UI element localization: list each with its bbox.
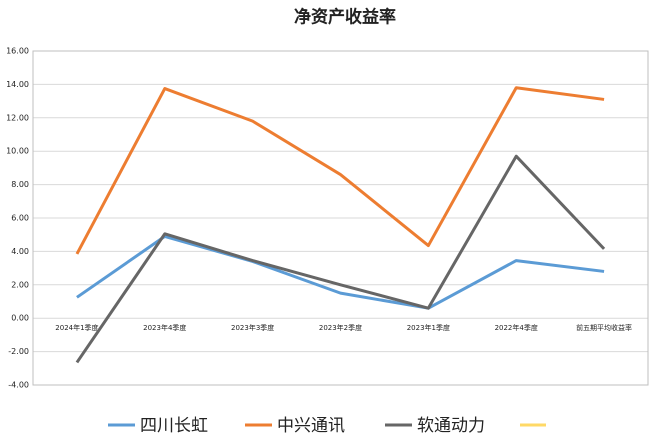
y-tick-label: 2.00 (11, 280, 29, 289)
x-tick-label: 2023年2季度 (319, 323, 362, 332)
y-tick-label: 16.00 (6, 47, 29, 56)
y-tick-label: 10.00 (6, 147, 29, 156)
x-tick-label: 2024年1季度 (55, 323, 98, 332)
y-tick-label: -4.00 (8, 381, 29, 390)
x-tick-label: 2022年4季度 (495, 323, 538, 332)
x-tick-label: 2023年4季度 (143, 323, 186, 332)
legend-label: 中兴通讯 (277, 416, 345, 436)
y-tick-label: -2.00 (8, 347, 29, 356)
y-tick-label: 8.00 (11, 180, 29, 189)
y-tick-label: 14.00 (6, 80, 29, 89)
plot-border (32, 50, 649, 386)
data-line (75, 86, 605, 255)
data-line (75, 154, 606, 364)
legend-label: 四川长虹 (140, 416, 208, 436)
x-tick-label: 前五期平均收益率 (576, 323, 632, 332)
x-tick-label: 2023年3季度 (231, 323, 274, 332)
y-tick-label: 6.00 (11, 214, 29, 223)
y-tick-label: 12.00 (6, 113, 29, 122)
x-tick-label: 2023年1季度 (407, 323, 450, 332)
y-tick-label: 4.00 (11, 247, 29, 256)
chart-title: 净资产收益率 (294, 7, 396, 28)
legend-label: 软通动力 (417, 416, 485, 436)
y-tick-label: 0.00 (11, 314, 29, 323)
